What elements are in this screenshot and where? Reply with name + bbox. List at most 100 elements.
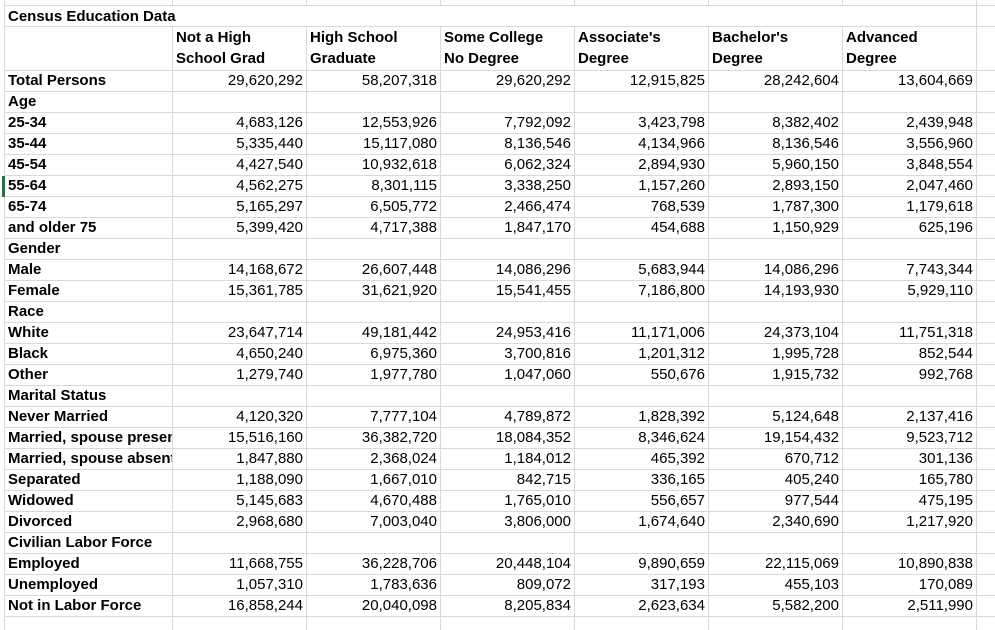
value-cell[interactable]: 4,134,966 [575, 133, 709, 155]
row-label[interactable]: Female [5, 280, 173, 302]
value-cell[interactable]: 26,607,448 [307, 259, 441, 281]
empty-cell[interactable] [977, 0, 995, 6]
value-cell[interactable]: 3,848,554 [843, 154, 977, 176]
value-cell[interactable]: 7,003,040 [307, 511, 441, 533]
value-cell[interactable]: 6,505,772 [307, 196, 441, 218]
value-cell[interactable]: 992,768 [843, 364, 977, 386]
empty-cell[interactable] [307, 238, 441, 260]
value-cell[interactable]: 9,890,659 [575, 553, 709, 575]
empty-cell[interactable] [843, 0, 977, 6]
value-cell[interactable]: 4,562,275 [173, 175, 307, 197]
value-cell[interactable]: 7,743,344 [843, 259, 977, 281]
value-cell[interactable]: 454,688 [575, 217, 709, 239]
value-cell[interactable]: 12,915,825 [575, 70, 709, 92]
empty-cell[interactable] [977, 491, 995, 512]
empty-cell[interactable] [575, 301, 709, 323]
value-cell[interactable]: 8,382,402 [709, 112, 843, 134]
column-header[interactable]: Associate's Degree [575, 27, 709, 71]
value-cell[interactable]: 317,193 [575, 574, 709, 596]
value-cell[interactable]: 670,712 [709, 448, 843, 470]
column-header[interactable]: Bachelor's Degree [709, 27, 843, 71]
value-cell[interactable]: 22,115,069 [709, 553, 843, 575]
value-cell[interactable]: 1,765,010 [441, 490, 575, 512]
row-label[interactable]: 75 and older [5, 217, 173, 239]
value-cell[interactable]: 4,670,488 [307, 490, 441, 512]
value-cell[interactable]: 1,157,260 [575, 175, 709, 197]
value-cell[interactable]: 11,668,755 [173, 553, 307, 575]
empty-cell[interactable] [709, 616, 843, 630]
value-cell[interactable]: 36,382,720 [307, 427, 441, 449]
row-label[interactable]: Age [5, 91, 173, 113]
value-cell[interactable]: 977,544 [709, 490, 843, 512]
row-label[interactable]: Marital Status [5, 385, 173, 407]
empty-cell[interactable] [709, 91, 843, 113]
empty-cell[interactable] [977, 449, 995, 470]
row-label[interactable]: Gender [5, 238, 173, 260]
empty-cell[interactable] [575, 0, 709, 6]
value-cell[interactable]: 852,544 [843, 343, 977, 365]
empty-cell[interactable] [977, 218, 995, 239]
empty-cell[interactable] [307, 616, 441, 630]
empty-cell[interactable] [307, 91, 441, 113]
value-cell[interactable]: 8,346,624 [575, 427, 709, 449]
value-cell[interactable]: 2,893,150 [709, 175, 843, 197]
value-cell[interactable]: 9,523,712 [843, 427, 977, 449]
value-cell[interactable]: 3,806,000 [441, 511, 575, 533]
row-label[interactable]: Male [5, 259, 173, 281]
value-cell[interactable]: 1,217,920 [843, 511, 977, 533]
empty-cell[interactable] [977, 27, 995, 71]
value-cell[interactable]: 465,392 [575, 448, 709, 470]
value-cell[interactable]: 16,858,244 [173, 595, 307, 617]
empty-cell[interactable] [977, 344, 995, 365]
empty-cell[interactable] [843, 385, 977, 407]
empty-cell[interactable] [173, 532, 307, 554]
value-cell[interactable]: 6,975,360 [307, 343, 441, 365]
value-cell[interactable]: 1,915,732 [709, 364, 843, 386]
empty-cell[interactable] [575, 91, 709, 113]
row-label[interactable]: Black [5, 343, 173, 365]
value-cell[interactable]: 15,541,455 [441, 280, 575, 302]
value-cell[interactable]: 2,047,460 [843, 175, 977, 197]
value-cell[interactable]: 4,120,320 [173, 406, 307, 428]
empty-cell[interactable] [977, 596, 995, 617]
empty-cell[interactable] [843, 91, 977, 113]
empty-cell[interactable] [709, 301, 843, 323]
empty-cell[interactable] [977, 470, 995, 491]
empty-cell[interactable] [441, 616, 575, 630]
empty-cell[interactable] [977, 134, 995, 155]
row-label[interactable]: 25-34 [5, 112, 173, 134]
value-cell[interactable]: 14,086,296 [709, 259, 843, 281]
value-cell[interactable]: 8,301,115 [307, 175, 441, 197]
value-cell[interactable]: 8,136,546 [441, 133, 575, 155]
value-cell[interactable]: 10,890,838 [843, 553, 977, 575]
row-label[interactable]: Employed [5, 553, 173, 575]
value-cell[interactable]: 5,683,944 [575, 259, 709, 281]
value-cell[interactable]: 455,103 [709, 574, 843, 596]
value-cell[interactable]: 11,171,006 [575, 322, 709, 344]
empty-cell[interactable] [575, 238, 709, 260]
row-label[interactable] [5, 616, 173, 630]
empty-cell[interactable] [441, 385, 575, 407]
value-cell[interactable]: 1,201,312 [575, 343, 709, 365]
value-cell[interactable]: 58,207,318 [307, 70, 441, 92]
value-cell[interactable]: 170,089 [843, 574, 977, 596]
value-cell[interactable]: 1,783,636 [307, 574, 441, 596]
value-cell[interactable]: 8,136,546 [709, 133, 843, 155]
empty-cell[interactable] [441, 301, 575, 323]
value-cell[interactable]: 1,847,170 [441, 217, 575, 239]
empty-cell[interactable] [977, 407, 995, 428]
value-cell[interactable]: 15,117,080 [307, 133, 441, 155]
value-cell[interactable]: 1,787,300 [709, 196, 843, 218]
value-cell[interactable]: 1,279,740 [173, 364, 307, 386]
value-cell[interactable]: 4,650,240 [173, 343, 307, 365]
value-cell[interactable]: 4,717,388 [307, 217, 441, 239]
empty-cell[interactable] [977, 365, 995, 386]
column-header[interactable]: High School Graduate [307, 27, 441, 71]
value-cell[interactable]: 2,623,634 [575, 595, 709, 617]
value-cell[interactable]: 11,751,318 [843, 322, 977, 344]
empty-cell[interactable] [173, 238, 307, 260]
empty-cell[interactable] [307, 301, 441, 323]
value-cell[interactable]: 1,184,012 [441, 448, 575, 470]
value-cell[interactable]: 20,040,098 [307, 595, 441, 617]
row-label[interactable]: Not in Labor Force [5, 595, 173, 617]
